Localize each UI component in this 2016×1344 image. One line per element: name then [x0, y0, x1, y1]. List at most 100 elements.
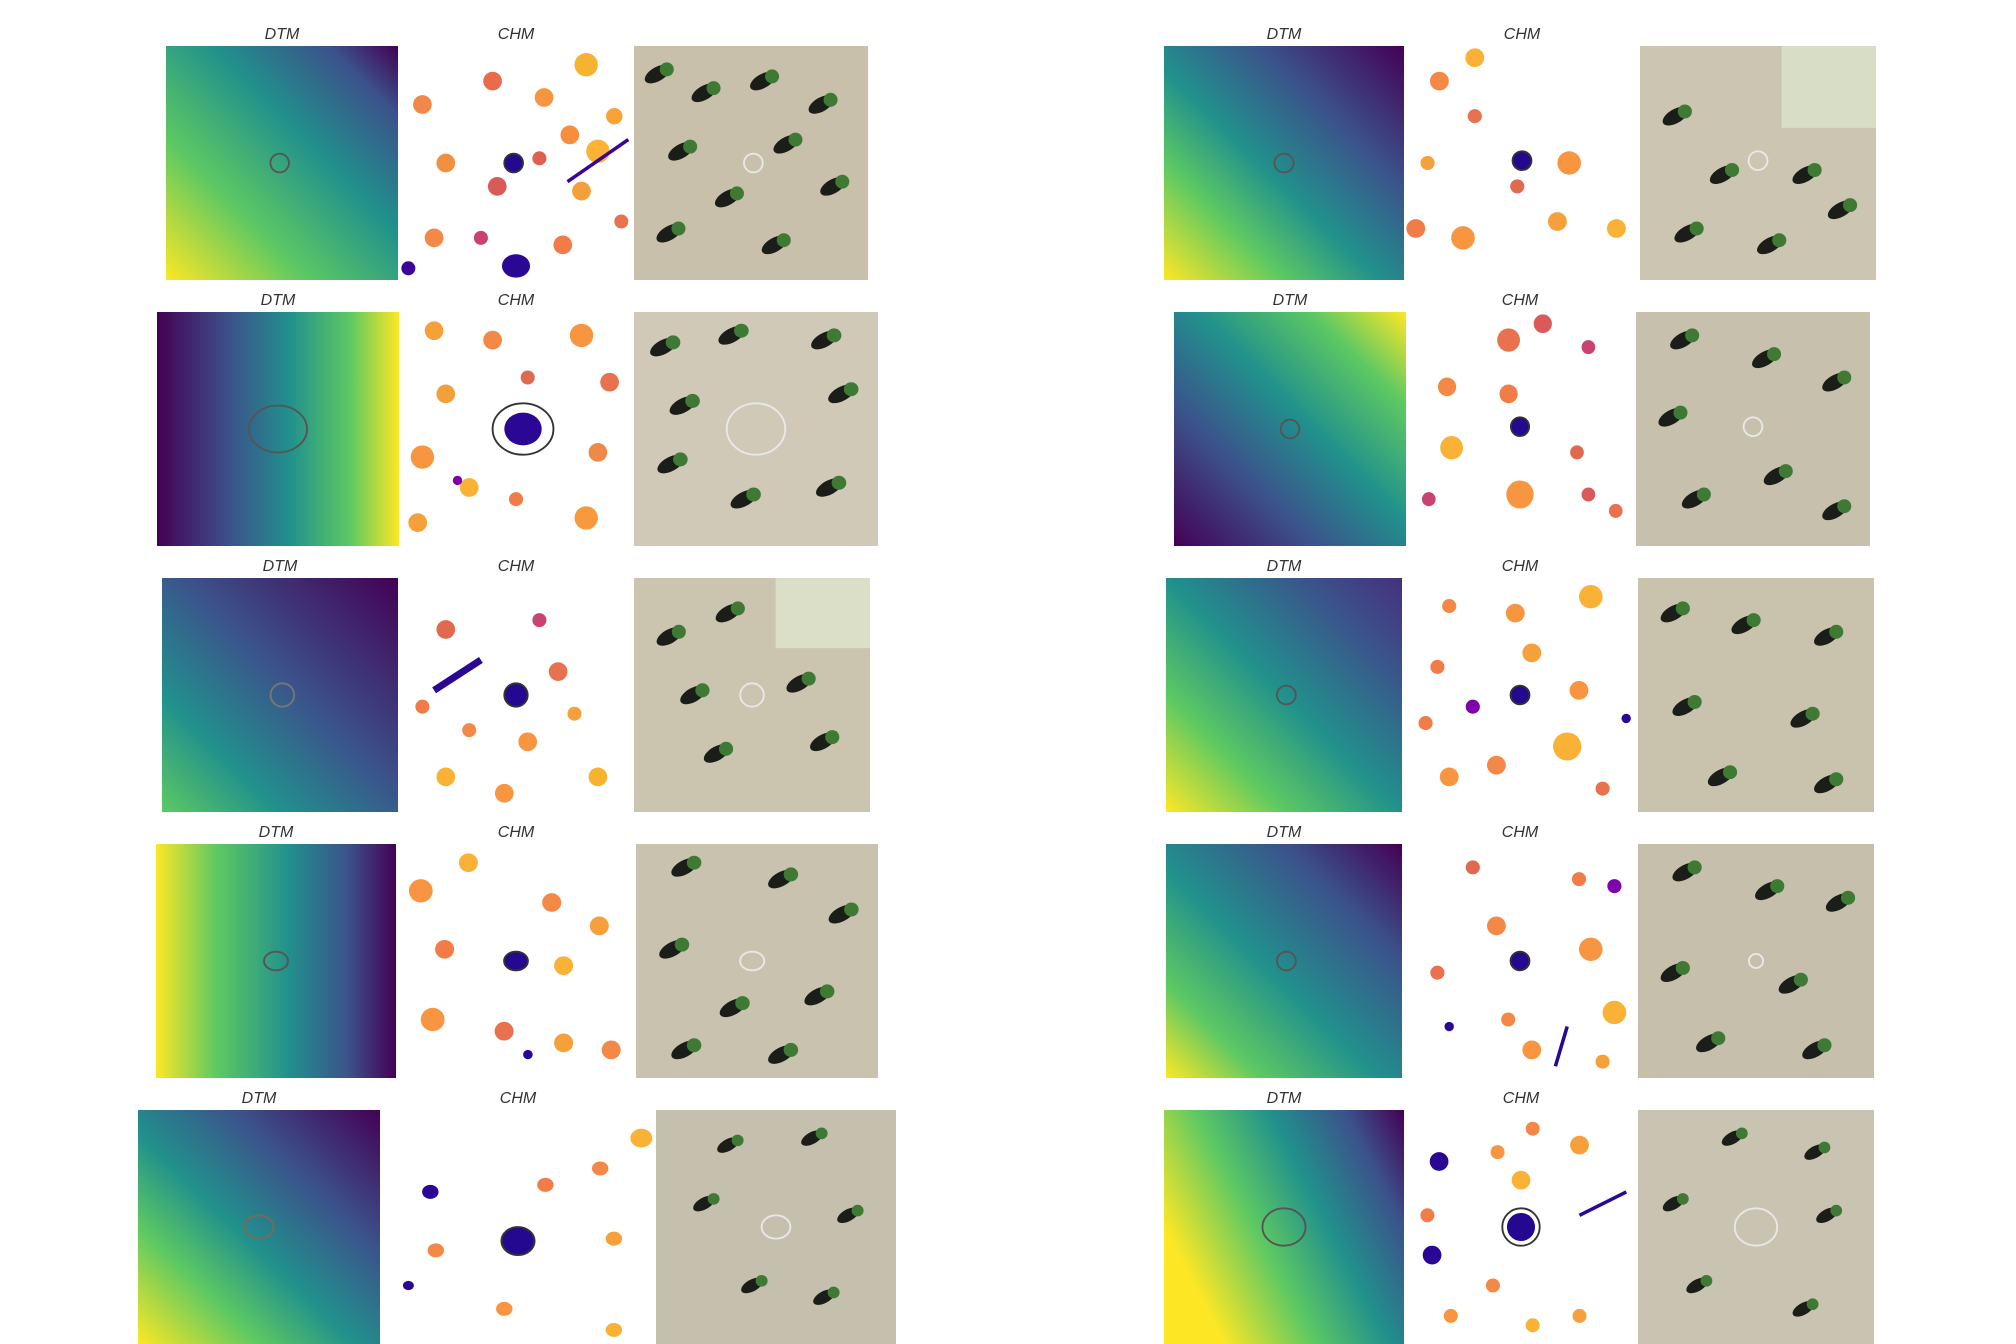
feature-outline [503, 950, 529, 972]
aerial-rgb-image [1638, 1110, 1874, 1344]
chm-canopy-height-image [1402, 578, 1638, 812]
dtm-title: DTM [262, 558, 298, 575]
feature-outline [1509, 950, 1531, 972]
row4-left-dtm-panel: DTM [156, 824, 396, 1078]
chm-canopy-height-image [399, 312, 633, 546]
chm-title: CHM [1501, 558, 1539, 575]
chm-title: CHM [1501, 824, 1539, 841]
row3-right-chm-panel: CHM [1402, 558, 1638, 812]
aerial-rgb-image [634, 578, 870, 812]
chm-canopy-height-image [381, 1110, 655, 1344]
feature-outline [760, 1214, 792, 1240]
aerial-rgb-image [656, 1110, 896, 1344]
feature-outline [739, 950, 766, 972]
feature-outline [247, 404, 309, 454]
feature-outline [269, 152, 290, 174]
chm-title: CHM [497, 824, 535, 841]
chm-title: CHM [1502, 1090, 1540, 1107]
dtm-elevation-image [157, 312, 399, 546]
row1-right-chm-panel: CHM [1404, 26, 1640, 280]
feature-outline [1742, 416, 1764, 437]
dtm-title: DTM [1266, 824, 1302, 841]
row5-right-chm-panel: CHM [1404, 1090, 1638, 1344]
dtm-title: DTM [258, 824, 294, 841]
feature-outline [1275, 684, 1297, 706]
row3-right-rgb-panel [1638, 578, 1874, 812]
dtm-title: DTM [1266, 558, 1302, 575]
aerial-rgb-image [1640, 46, 1876, 280]
chm-canopy-height-image [399, 46, 633, 280]
row4-left-rgb-panel [636, 844, 878, 1078]
row2-right-rgb-panel [1636, 312, 1870, 546]
feature-outline [1733, 1207, 1779, 1247]
chm-title: CHM [497, 26, 535, 43]
dtm-title: DTM [241, 1090, 277, 1107]
feature-outline [500, 1226, 536, 1257]
chm-title: CHM [1503, 26, 1541, 43]
aerial-rgb-image [636, 844, 878, 1078]
dtm-elevation-image [1166, 578, 1402, 812]
feature-outline [1279, 418, 1301, 440]
feature-outline [1275, 950, 1297, 972]
row2-left-rgb-panel [634, 312, 878, 546]
feature-outline [503, 152, 524, 174]
chm-canopy-height-image [1404, 1110, 1638, 1344]
feature-outline [743, 152, 764, 174]
row1-left-dtm-panel: DTM [166, 26, 398, 280]
dtm-title: DTM [1266, 1090, 1302, 1107]
dtm-elevation-image [1164, 46, 1404, 280]
row3-left-rgb-panel [634, 578, 870, 812]
aerial-rgb-image [1638, 844, 1874, 1078]
aerial-rgb-image [634, 312, 878, 546]
row1-left-rgb-panel [634, 46, 868, 280]
row4-right-rgb-panel [1638, 844, 1874, 1078]
dtm-elevation-image [156, 844, 396, 1078]
row3-right-dtm-panel: DTM [1166, 558, 1402, 812]
chm-canopy-height-image [397, 844, 635, 1078]
row2-left-chm-panel: CHM [399, 292, 633, 546]
row4-right-dtm-panel: DTM [1166, 824, 1402, 1078]
dtm-elevation-image [166, 46, 398, 280]
row4-left-chm-panel: CHM [397, 824, 635, 1078]
feature-outline [269, 682, 296, 708]
aerial-rgb-image [634, 46, 868, 280]
dtm-elevation-image [1174, 312, 1406, 546]
feature-outline [243, 1214, 275, 1240]
feature-outline [1509, 684, 1531, 706]
feature-outline [1509, 416, 1531, 437]
dtm-title: DTM [264, 26, 300, 43]
row2-right-dtm-panel: DTM [1174, 292, 1406, 546]
feature-outline [491, 402, 555, 456]
dtm-elevation-image [1164, 1110, 1404, 1344]
row1-right-rgb-panel [1640, 46, 1876, 280]
dtm-title: DTM [1272, 292, 1308, 309]
row5-left-rgb-panel [656, 1110, 896, 1344]
row1-right-dtm-panel: DTM [1164, 26, 1404, 280]
chm-title: CHM [499, 1090, 537, 1107]
aerial-rgb-image [1638, 578, 1874, 812]
chm-canopy-height-image [399, 578, 633, 812]
chm-title: CHM [497, 292, 535, 309]
row3-left-dtm-panel: DTM [162, 558, 398, 812]
feature-outline [263, 950, 289, 972]
row2-left-dtm-panel: DTM [157, 292, 399, 546]
chm-canopy-height-image [1402, 844, 1638, 1078]
row5-left-chm-panel: CHM [381, 1090, 655, 1344]
dtm-elevation-image [162, 578, 398, 812]
feature-outline [1261, 1207, 1307, 1247]
chm-canopy-height-image [1406, 312, 1634, 546]
row2-right-chm-panel: CHM [1406, 292, 1634, 546]
row5-left-dtm-panel: DTM [138, 1090, 380, 1344]
dtm-title: DTM [260, 292, 296, 309]
feature-outline [1273, 152, 1295, 174]
feature-outline [1501, 1207, 1541, 1247]
row1-left-chm-panel: CHM [399, 26, 633, 280]
feature-outline [739, 682, 765, 708]
chm-canopy-height-image [1404, 46, 1640, 280]
dtm-elevation-image [1166, 844, 1402, 1078]
feature-outline [725, 402, 787, 456]
chm-title: CHM [497, 558, 535, 575]
dtm-title: DTM [1266, 26, 1302, 43]
feature-outline [1747, 150, 1769, 171]
row5-right-dtm-panel: DTM [1164, 1090, 1404, 1344]
